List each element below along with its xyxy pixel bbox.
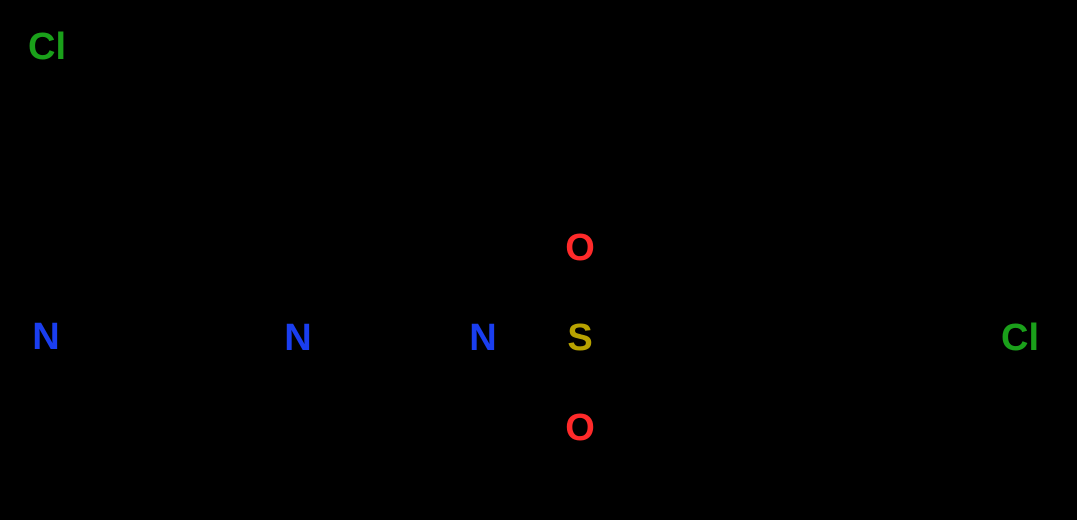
atom-label-s: S [567, 317, 592, 359]
atom-label-o: O [565, 407, 595, 449]
atom-label-n: N [284, 317, 311, 359]
atom-label-n: N [469, 317, 496, 359]
diagram-background [0, 0, 1077, 520]
atom-label-n: N [32, 316, 59, 358]
atom-label-cl: Cl [1001, 317, 1039, 359]
atom-label-cl: Cl [28, 26, 66, 68]
atom-label-o: O [565, 227, 595, 269]
molecule-diagram: Cl N N N S O O Cl [0, 0, 1077, 520]
